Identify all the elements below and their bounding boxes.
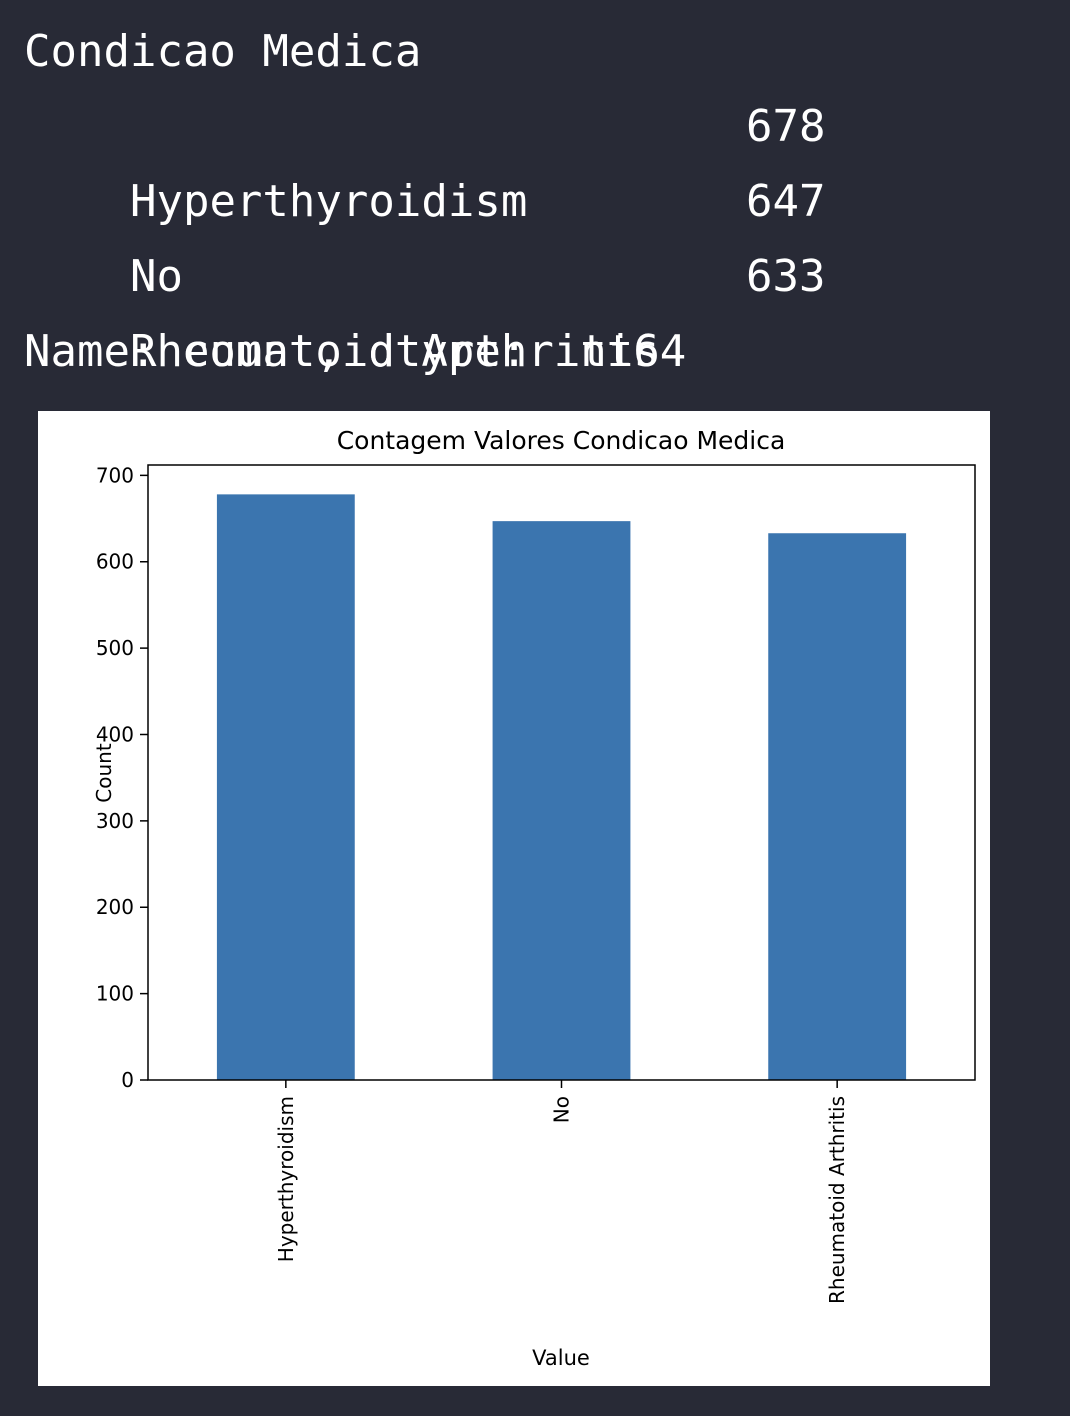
- y-tick-label: 700: [96, 463, 134, 487]
- plot-frame: [147, 464, 976, 1081]
- x-tick-label: Rheumatoid Arthritis: [825, 1096, 849, 1304]
- x-axis: Hyperthyroidism No Rheumatoid Arthritis: [274, 1080, 849, 1304]
- y-tick-label: 300: [96, 809, 134, 833]
- console-output: Condicao Medica Hyperthyroidism 678 No 647…: [24, 14, 826, 389]
- output-row-label: No: [129, 251, 183, 302]
- chart-title: Contagem Valores Condicao Medica: [337, 426, 786, 455]
- y-tick-label: 600: [96, 550, 134, 574]
- y-tick-label: 200: [96, 895, 134, 919]
- output-row: Hyperthyroidism 678: [24, 89, 826, 227]
- bar: [492, 521, 631, 1080]
- y-axis: 0 100 200 300 400 500 600 700: [96, 463, 148, 1092]
- y-tick-label: 400: [96, 722, 134, 746]
- output-row-value: 678: [746, 101, 826, 152]
- y-tick-label: 500: [96, 636, 134, 660]
- bar-chart: Contagem Valores Condicao Medica 0 100 200…: [92, 426, 976, 1370]
- x-tick-label: Hyperthyroidism: [274, 1096, 298, 1262]
- y-tick-label: 0: [121, 1068, 134, 1092]
- y-tick-label: 100: [96, 982, 134, 1006]
- chart-frame: Contagem Valores Condicao Medica 0 100 200…: [38, 411, 990, 1386]
- output-row-label: Rheumatoid Arthritis: [129, 326, 660, 377]
- output-header: Condicao Medica: [24, 26, 422, 77]
- x-tick-label: No: [550, 1096, 574, 1123]
- output-row: Rheumatoid Arthritis 633: [24, 239, 826, 377]
- x-axis-label: Value: [532, 1346, 590, 1370]
- output-row-label: Hyperthyroidism: [129, 176, 528, 227]
- output-row: No 647: [24, 164, 826, 302]
- bar: [768, 533, 907, 1080]
- output-row-value: 647: [746, 176, 826, 227]
- output-footer: Name: count, dtype: int64: [24, 326, 687, 377]
- bars-group: [216, 494, 907, 1080]
- y-axis-label: Count: [92, 743, 116, 803]
- output-row-value: 633: [746, 251, 826, 302]
- bar: [216, 494, 355, 1080]
